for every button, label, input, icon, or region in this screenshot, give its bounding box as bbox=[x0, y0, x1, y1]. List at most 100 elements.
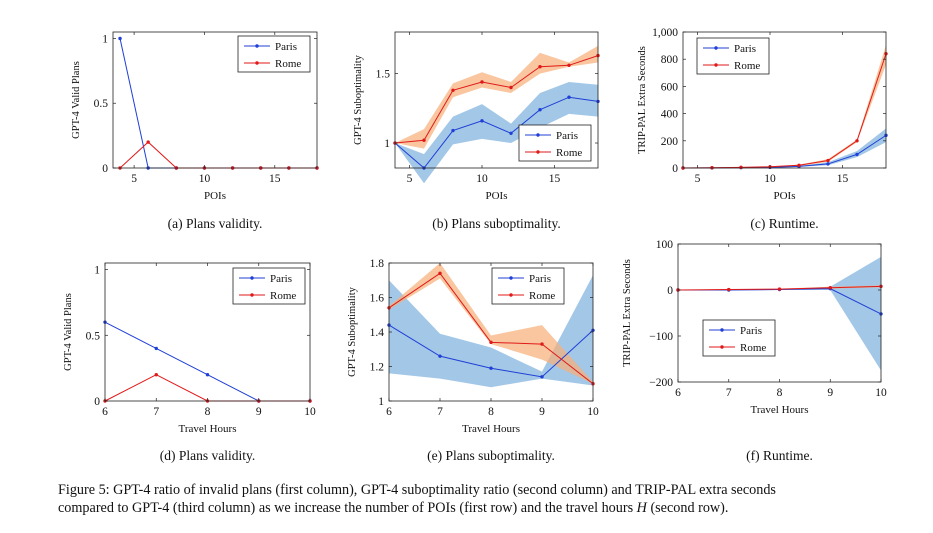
figure-caption-text: compared to GPT-4 (third column) as we i… bbox=[58, 500, 637, 516]
data-point-rome bbox=[146, 140, 150, 144]
data-point-rome bbox=[739, 165, 743, 170]
x-tick-label: 10 bbox=[587, 406, 599, 418]
legend: Paris Rome bbox=[491, 267, 565, 305]
legend-label-rome: Rome bbox=[529, 290, 555, 302]
legend-label-paris: Paris bbox=[556, 130, 578, 142]
legend-label-paris: Paris bbox=[529, 273, 551, 285]
x-tick-label: 6 bbox=[102, 406, 108, 418]
subcaption-f: (f) Runtime. bbox=[746, 448, 813, 463]
legend-label-rome: Rome bbox=[556, 147, 582, 159]
chart-b: 5 10 15 1 1.5 GPT-4 Suboptimality POIs Paris Rom… bbox=[353, 31, 600, 231]
legend-marker-rome bbox=[720, 345, 724, 349]
y-tick-label: 400 bbox=[661, 109, 679, 121]
legend-label-paris: Paris bbox=[734, 43, 756, 55]
x-tick-label: 8 bbox=[777, 387, 783, 399]
x-tick-label: 5 bbox=[131, 173, 137, 185]
series-line-rome bbox=[394, 55, 599, 144]
x-tick-label: 15 bbox=[549, 173, 561, 185]
legend-marker-paris bbox=[536, 133, 540, 137]
series-line-rome bbox=[119, 141, 317, 169]
data-point-paris bbox=[855, 152, 859, 157]
chart-e: 6 7 8 9 10 1 1.2 1.4 1.6 1.8 GPT-4 Suboptimality Tr… bbox=[347, 258, 599, 463]
legend-label-rome: Rome bbox=[275, 58, 301, 70]
legend-label-paris: Paris bbox=[270, 273, 292, 285]
y-tick-label: 0 bbox=[102, 163, 108, 175]
y-tick-label: 200 bbox=[661, 136, 679, 148]
data-point-rome bbox=[797, 163, 801, 167]
legend-box bbox=[518, 124, 592, 162]
legend: Paris Rome bbox=[237, 35, 311, 73]
band-paris bbox=[389, 275, 593, 388]
y-tick-label: 1 bbox=[378, 396, 384, 408]
band-paris bbox=[395, 81, 598, 184]
legend: Paris Rome bbox=[702, 319, 776, 357]
y-tick-label: 0.5 bbox=[94, 98, 109, 110]
legend: Paris Rome bbox=[696, 37, 770, 75]
x-tick-label: 5 bbox=[695, 173, 701, 185]
band-rome bbox=[395, 45, 598, 149]
data-point-rome bbox=[828, 286, 832, 290]
legend-marker-paris bbox=[720, 328, 724, 332]
data-point-paris bbox=[438, 354, 442, 358]
y-tick-label: 1.5 bbox=[376, 69, 391, 81]
chart-f: 6 7 8 9 10 −200 −100 0 100 TRIP-PAL Extra Seconds… bbox=[622, 239, 887, 463]
x-axis-label: POIs bbox=[204, 190, 226, 202]
chart-a: 5 10 15 0 0.5 1 GPT-4 Valid Plans POIs Paris Rome… bbox=[71, 31, 319, 231]
legend-label-rome: Rome bbox=[270, 290, 296, 302]
x-tick-label: 6 bbox=[386, 406, 392, 418]
data-point-paris bbox=[205, 373, 210, 377]
data-point-rome bbox=[509, 85, 513, 90]
x-tick-label: 15 bbox=[269, 173, 281, 185]
data-point-paris bbox=[489, 366, 493, 370]
legend-box bbox=[491, 267, 565, 305]
data-point-rome bbox=[489, 340, 493, 345]
y-tick-label: −200 bbox=[649, 377, 673, 389]
subcaption-a: (a) Plans validity. bbox=[168, 216, 263, 231]
data-point-paris bbox=[567, 95, 571, 99]
x-tick-label: 9 bbox=[256, 406, 262, 418]
y-axis-label: GPT-4 Suboptimality bbox=[347, 286, 358, 376]
legend-marker-rome bbox=[714, 63, 718, 67]
y-axis-label: TRIP-PAL Extra Seconds bbox=[622, 259, 633, 367]
y-axis-label: GPT-4 Suboptimality bbox=[353, 54, 364, 144]
y-tick-label: 0 bbox=[672, 163, 678, 175]
x-tick-label: 7 bbox=[153, 406, 159, 418]
legend-label-rome: Rome bbox=[734, 60, 760, 72]
axis-frame bbox=[682, 31, 887, 169]
data-point-rome bbox=[438, 271, 442, 276]
x-axis-label: Travel Hours bbox=[751, 404, 809, 416]
legend-label-paris: Paris bbox=[740, 325, 762, 337]
subcaption-e: (e) Plans suboptimality. bbox=[427, 448, 555, 463]
data-point-paris bbox=[538, 108, 542, 112]
y-axis-label: GPT-4 Valid Plans bbox=[63, 293, 74, 371]
data-point-rome bbox=[567, 63, 571, 68]
figure-caption-variable: H bbox=[636, 500, 647, 516]
legend: Paris Rome bbox=[518, 124, 592, 162]
data-point-paris bbox=[540, 375, 544, 379]
x-tick-label: 9 bbox=[827, 387, 833, 399]
figure-caption-text-end: (second row). bbox=[646, 500, 729, 516]
data-point-rome bbox=[826, 158, 830, 163]
chart-d: 6 7 8 9 10 0 0.5 1 GPT-4 Valid Plans Travel Hours… bbox=[63, 262, 316, 463]
x-tick-label: 8 bbox=[488, 406, 494, 418]
legend-marker-rome bbox=[536, 150, 540, 154]
y-tick-label: 1.2 bbox=[370, 362, 385, 374]
y-tick-label: 0 bbox=[667, 285, 673, 297]
y-tick-label: 0 bbox=[94, 396, 100, 408]
data-point-paris bbox=[118, 36, 122, 41]
x-tick-label: 8 bbox=[205, 406, 211, 418]
y-tick-label: 0.5 bbox=[86, 330, 101, 342]
legend-marker-paris bbox=[509, 276, 513, 280]
x-tick-label: 9 bbox=[539, 406, 545, 418]
chart-c: 5 10 15 0 200 400 600 800 1,000 TRIP-PAL Extra Se… bbox=[637, 27, 888, 231]
x-tick-label: 6 bbox=[675, 387, 681, 399]
series-line-rome bbox=[104, 374, 310, 402]
x-axis-label: Travel Hours bbox=[179, 423, 237, 435]
y-tick-label: 800 bbox=[661, 54, 679, 66]
subcaption-b: (b) Plans suboptimality. bbox=[432, 216, 561, 231]
legend: Paris Rome bbox=[232, 267, 306, 305]
data-point-paris bbox=[509, 131, 513, 136]
data-point-paris bbox=[480, 119, 484, 123]
x-tick-label: 10 bbox=[476, 173, 488, 185]
legend-label-paris: Paris bbox=[275, 41, 297, 53]
